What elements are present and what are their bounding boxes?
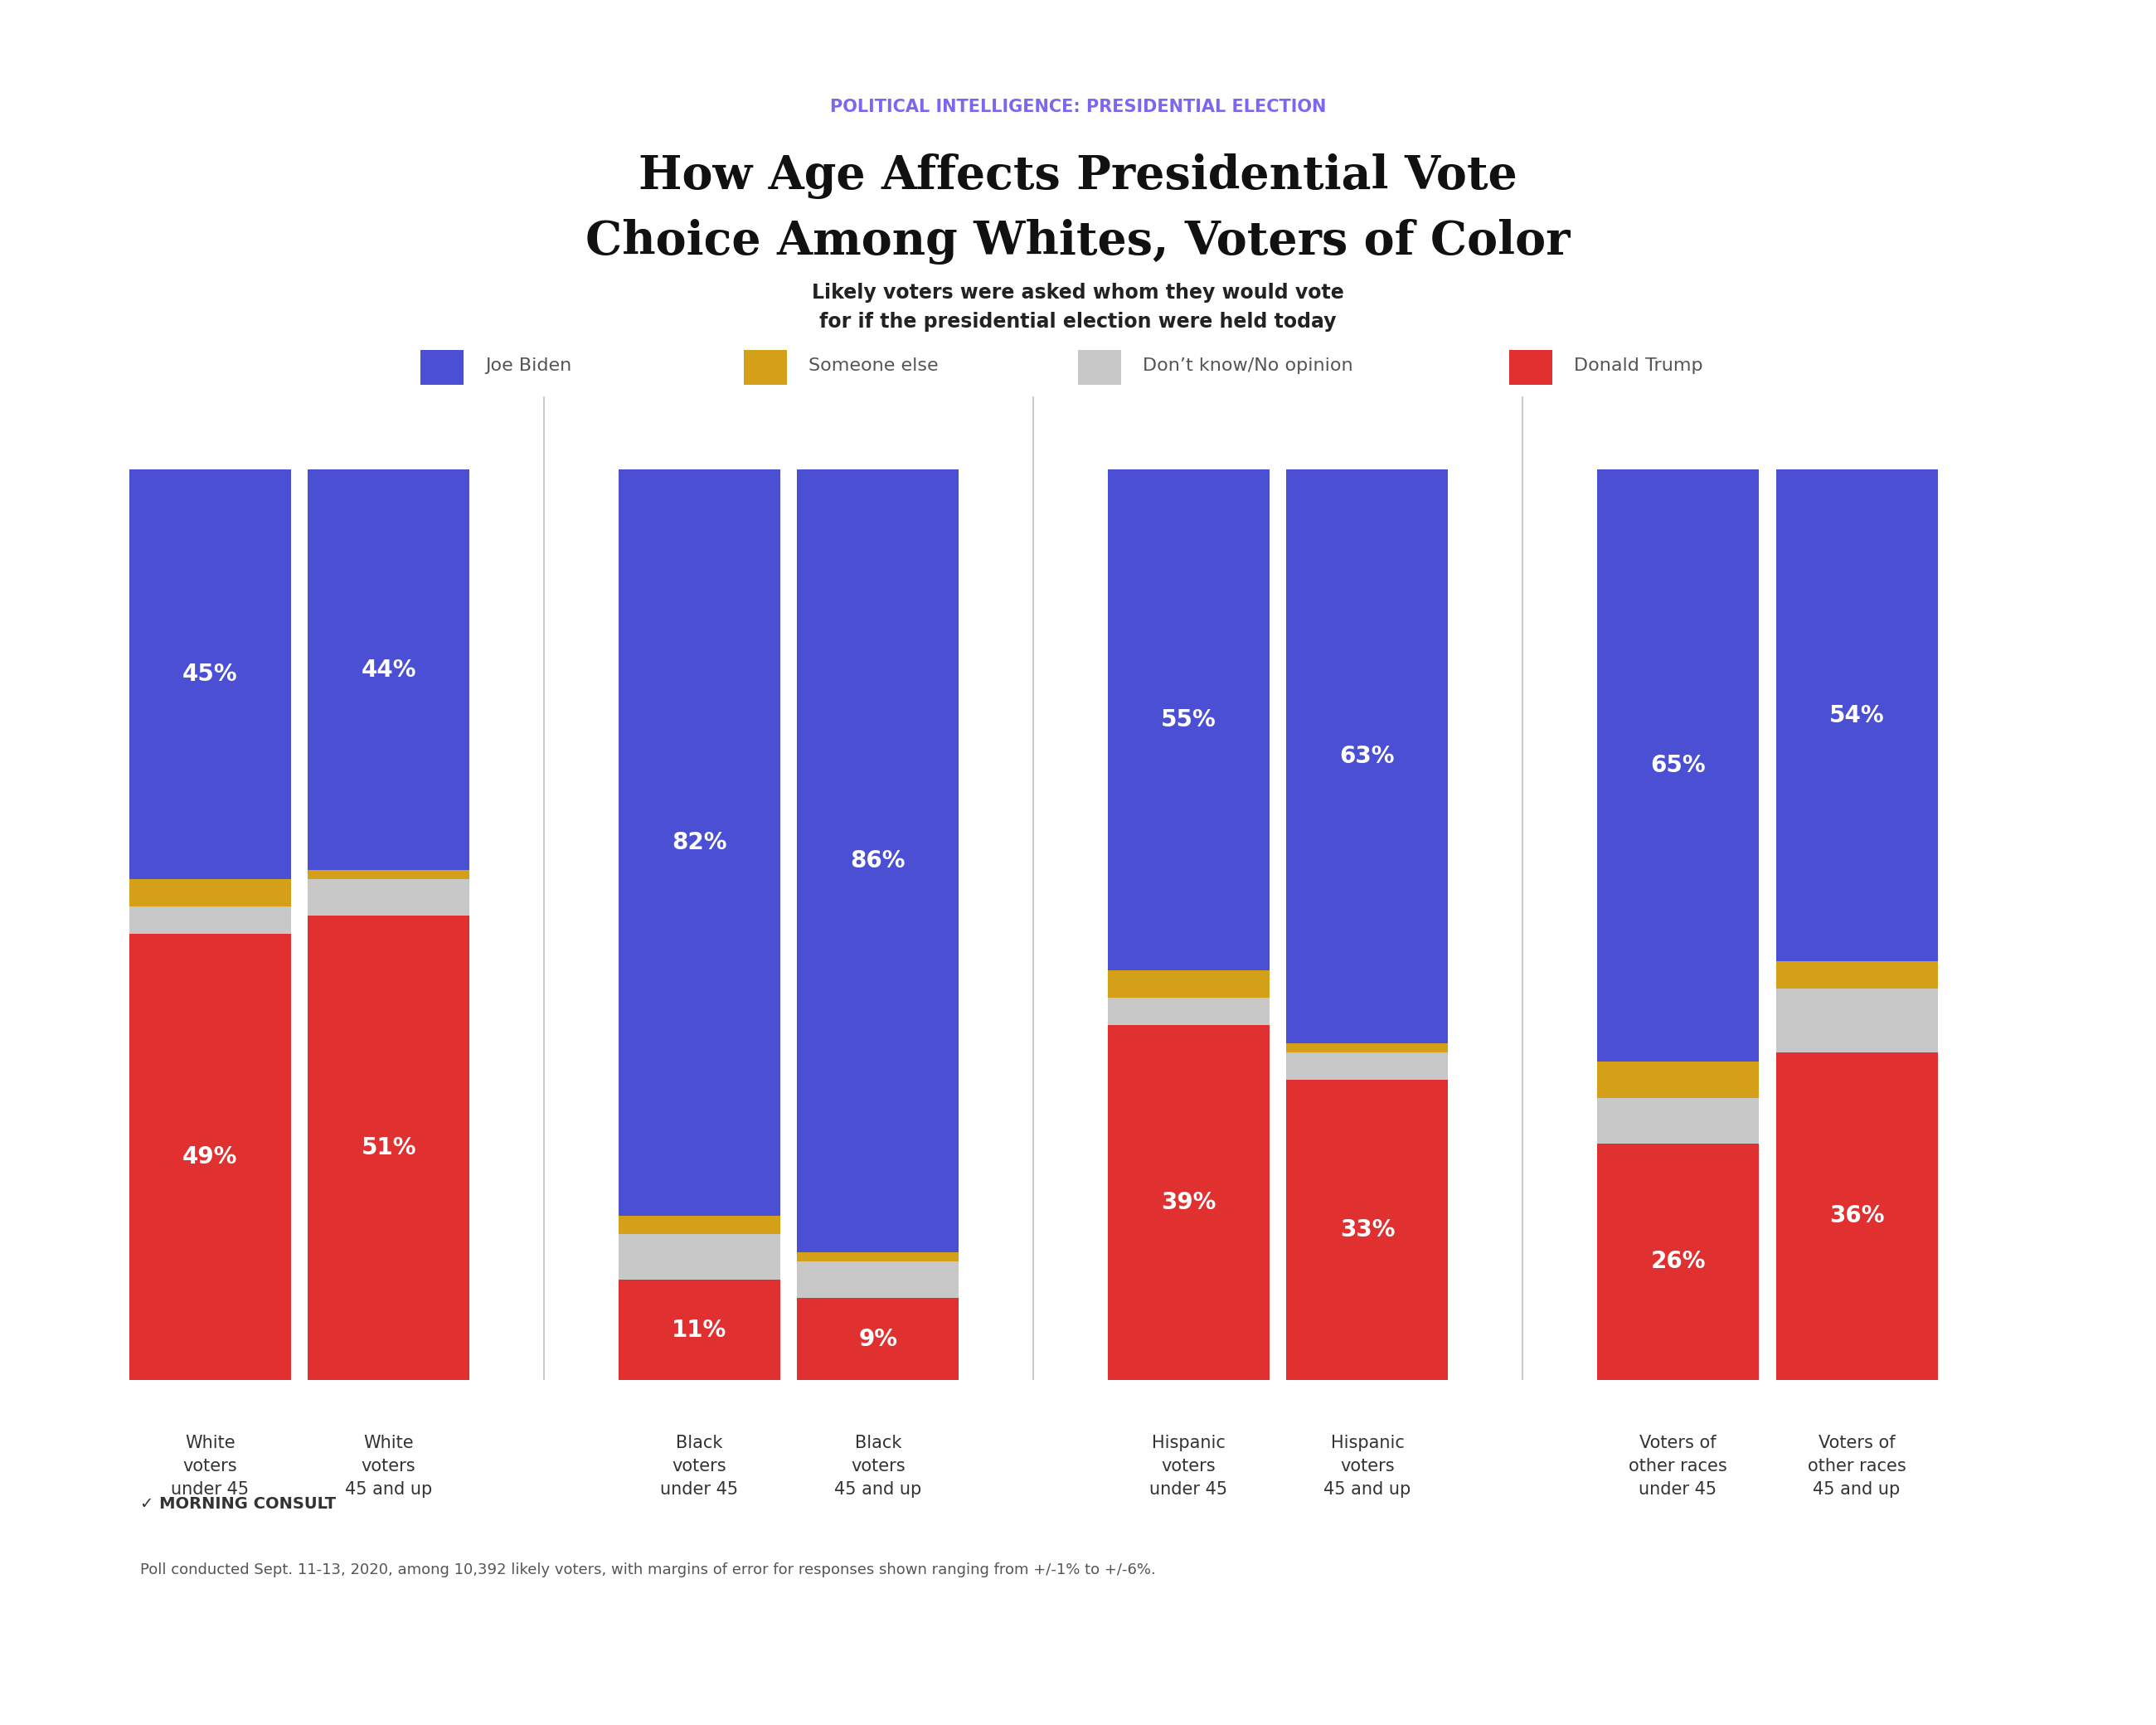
Text: Black
voters
45 and up: Black voters 45 and up [834, 1435, 921, 1497]
Text: ✓ MORNING CONSULT: ✓ MORNING CONSULT [140, 1496, 336, 1513]
Bar [1598, 1061, 1759, 1097]
Text: 63%: 63% [1339, 745, 1395, 768]
Text: Someone else: Someone else [808, 357, 938, 374]
Text: Black
voters
under 45: Black voters under 45 [660, 1435, 737, 1497]
Text: 51%: 51% [360, 1137, 416, 1159]
Bar [1598, 1144, 1759, 1380]
Text: 39%: 39% [1162, 1190, 1216, 1214]
Bar [308, 916, 470, 1380]
Text: 44%: 44% [360, 659, 416, 681]
Bar [619, 1216, 780, 1235]
Text: Hispanic
voters
45 and up: Hispanic voters 45 and up [1324, 1435, 1410, 1497]
Text: 33%: 33% [1339, 1218, 1395, 1242]
Bar [1598, 469, 1759, 1061]
Bar [308, 469, 470, 869]
Text: Donald Trump: Donald Trump [1574, 357, 1703, 374]
Text: Poll conducted Sept. 11-13, 2020, among 10,392 likely voters, with margins of er: Poll conducted Sept. 11-13, 2020, among … [140, 1563, 1156, 1577]
Text: 55%: 55% [1160, 709, 1216, 731]
Bar [1777, 1052, 1938, 1380]
Text: 86%: 86% [849, 849, 906, 873]
Text: White
voters
45 and up: White voters 45 and up [345, 1435, 433, 1497]
Text: Choice Among Whites, Voters of Color: Choice Among Whites, Voters of Color [586, 219, 1570, 264]
Text: 49%: 49% [183, 1145, 237, 1168]
Bar [1287, 1044, 1449, 1052]
Bar [619, 1235, 780, 1280]
Bar [1287, 469, 1449, 1044]
Text: 82%: 82% [673, 831, 727, 854]
Bar [129, 880, 291, 907]
Bar [1287, 1080, 1449, 1380]
Text: Joe Biden: Joe Biden [485, 357, 571, 374]
Bar [1108, 1025, 1270, 1380]
Bar [1108, 969, 1270, 997]
Bar [798, 1297, 959, 1380]
Bar [798, 469, 959, 1252]
Bar [1287, 1052, 1449, 1080]
Bar [1108, 997, 1270, 1025]
Bar [619, 469, 780, 1216]
Bar [1777, 988, 1938, 1052]
Text: Likely voters were asked whom they would vote
for if the presidential election w: Likely voters were asked whom they would… [813, 283, 1343, 331]
Text: 9%: 9% [858, 1328, 897, 1351]
Bar [798, 1261, 959, 1297]
Bar [129, 469, 291, 880]
Bar [619, 1280, 780, 1380]
Bar [798, 1252, 959, 1261]
Bar [1777, 469, 1938, 961]
Text: 45%: 45% [183, 662, 237, 687]
Bar [1777, 961, 1938, 988]
Text: 54%: 54% [1828, 704, 1884, 726]
Bar [129, 907, 291, 933]
Bar [1108, 469, 1270, 969]
Text: Don’t know/No opinion: Don’t know/No opinion [1143, 357, 1354, 374]
Bar [1598, 1097, 1759, 1144]
Text: Voters of
other races
under 45: Voters of other races under 45 [1628, 1435, 1727, 1497]
Bar [308, 869, 470, 880]
Text: How Age Affects Presidential Vote: How Age Affects Presidential Vote [638, 154, 1518, 198]
Text: 26%: 26% [1651, 1251, 1705, 1273]
Text: 65%: 65% [1649, 754, 1705, 776]
Text: White
voters
under 45: White voters under 45 [170, 1435, 248, 1497]
Bar [308, 880, 470, 916]
Text: 11%: 11% [673, 1318, 727, 1342]
Bar [129, 933, 291, 1380]
Text: POLITICAL INTELLIGENCE: PRESIDENTIAL ELECTION: POLITICAL INTELLIGENCE: PRESIDENTIAL ELE… [830, 98, 1326, 116]
Text: Hispanic
voters
under 45: Hispanic voters under 45 [1149, 1435, 1227, 1497]
Text: 36%: 36% [1828, 1204, 1884, 1228]
Text: Voters of
other races
45 and up: Voters of other races 45 and up [1807, 1435, 1906, 1497]
